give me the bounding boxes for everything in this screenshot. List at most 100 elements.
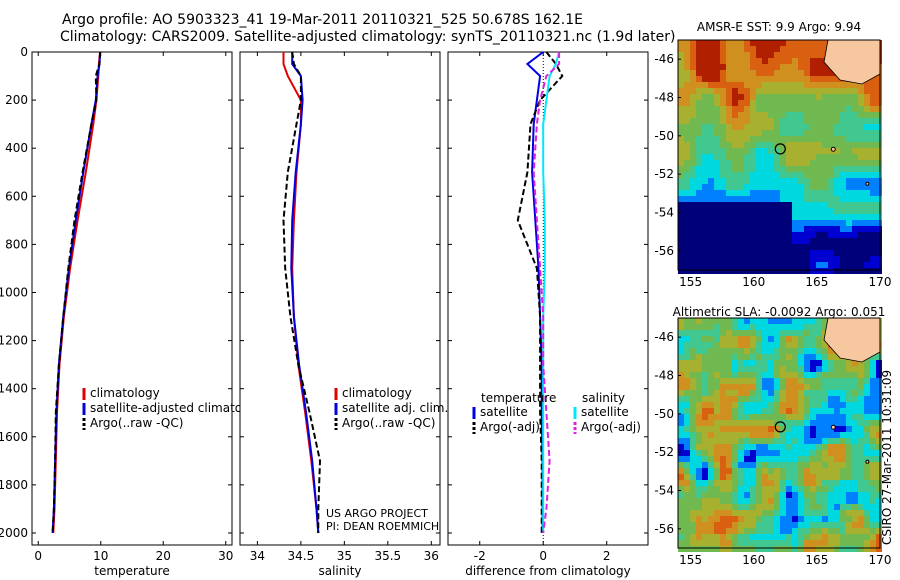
map-pixel — [744, 190, 750, 196]
map-pixel — [786, 82, 792, 88]
map-pixel — [804, 540, 810, 546]
map-pixel — [726, 142, 732, 148]
map-pixel — [738, 190, 744, 196]
map-pixel — [864, 100, 870, 106]
map-pixel — [738, 324, 744, 330]
map-pixel — [792, 208, 798, 214]
map-pixel — [804, 184, 810, 190]
map-pixel — [690, 262, 696, 268]
map-pixel — [786, 262, 792, 268]
map-pixel — [834, 468, 840, 474]
map-pixel — [852, 372, 858, 378]
map-pixel — [738, 432, 744, 438]
map-pixel — [774, 196, 780, 202]
map-pixel — [828, 372, 834, 378]
map-pixel — [768, 142, 774, 148]
map-pixel — [834, 262, 840, 268]
map-pixel — [726, 136, 732, 142]
map-pixel — [738, 166, 744, 172]
map-pixel — [804, 196, 810, 202]
map-pixel — [690, 480, 696, 486]
map-pixel — [780, 178, 786, 184]
map-pixel — [810, 76, 816, 82]
map-pixel — [822, 426, 828, 432]
map-pixel — [762, 438, 768, 444]
map-pixel — [738, 366, 744, 372]
map-pixel — [756, 408, 762, 414]
map-pixel — [768, 232, 774, 238]
map-pixel — [768, 540, 774, 546]
map-pixel — [870, 420, 876, 426]
map-pixel — [780, 160, 786, 166]
map-pixel — [762, 354, 768, 360]
map-pixel — [684, 414, 690, 420]
map-pixel — [696, 106, 702, 112]
map-pixel — [738, 250, 744, 256]
map-pixel — [678, 64, 684, 70]
map-pixel — [804, 504, 810, 510]
map-pixel — [810, 384, 816, 390]
map-pixel — [846, 178, 852, 184]
map-pixel — [870, 540, 876, 546]
map-pixel — [864, 256, 870, 262]
map-pixel — [876, 468, 882, 474]
map-pixel — [738, 124, 744, 130]
map-pixel — [846, 160, 852, 166]
map-pixel — [708, 426, 714, 432]
map-pixel — [876, 100, 882, 106]
map-pixel — [810, 52, 816, 58]
map-pixel — [690, 268, 696, 274]
map-pixel — [732, 256, 738, 262]
map-pixel — [702, 124, 708, 130]
map-pixel — [822, 82, 828, 88]
map-pixel — [822, 118, 828, 124]
map-pixel — [876, 450, 882, 456]
map-pixel — [816, 118, 822, 124]
y-tick-label: 1400 — [0, 382, 28, 396]
map-pixel — [846, 426, 852, 432]
map-pixel — [810, 64, 816, 70]
map-pixel — [834, 516, 840, 522]
map-pixel — [864, 142, 870, 148]
map-pixel — [786, 58, 792, 64]
map-pixel — [810, 498, 816, 504]
map-pixel — [696, 244, 702, 250]
map-pixel — [876, 202, 882, 208]
map-pixel — [726, 238, 732, 244]
map-pixel — [702, 262, 708, 268]
map-pixel — [828, 166, 834, 172]
map-pixel — [774, 408, 780, 414]
map-pixel — [720, 154, 726, 160]
map-pixel — [864, 208, 870, 214]
map-pixel — [780, 414, 786, 420]
map-pixel — [822, 420, 828, 426]
map-pixel — [870, 546, 876, 552]
map-pixel — [828, 88, 834, 94]
map-pixel — [768, 504, 774, 510]
map-pixel — [684, 202, 690, 208]
map-pixel — [684, 142, 690, 148]
map-pixel — [792, 124, 798, 130]
map-pixel — [726, 432, 732, 438]
map-pixel — [846, 100, 852, 106]
map-pixel — [816, 468, 822, 474]
map-pixel — [804, 262, 810, 268]
map-pixel — [690, 82, 696, 88]
island-marker — [865, 181, 870, 186]
map-pixel — [828, 360, 834, 366]
map-pixel — [858, 244, 864, 250]
map-pixel — [870, 432, 876, 438]
map-pixel — [834, 100, 840, 106]
map-pixel — [732, 480, 738, 486]
x-tick-label: -2 — [474, 549, 486, 563]
map-pixel — [774, 498, 780, 504]
map-pixel — [876, 396, 882, 402]
map-pixel — [708, 202, 714, 208]
map-pixel — [708, 46, 714, 52]
map-pixel — [792, 118, 798, 124]
map-pixel — [840, 516, 846, 522]
map-pixel — [858, 372, 864, 378]
map-pixel — [726, 438, 732, 444]
map-pixel — [774, 70, 780, 76]
map-pixel — [864, 154, 870, 160]
